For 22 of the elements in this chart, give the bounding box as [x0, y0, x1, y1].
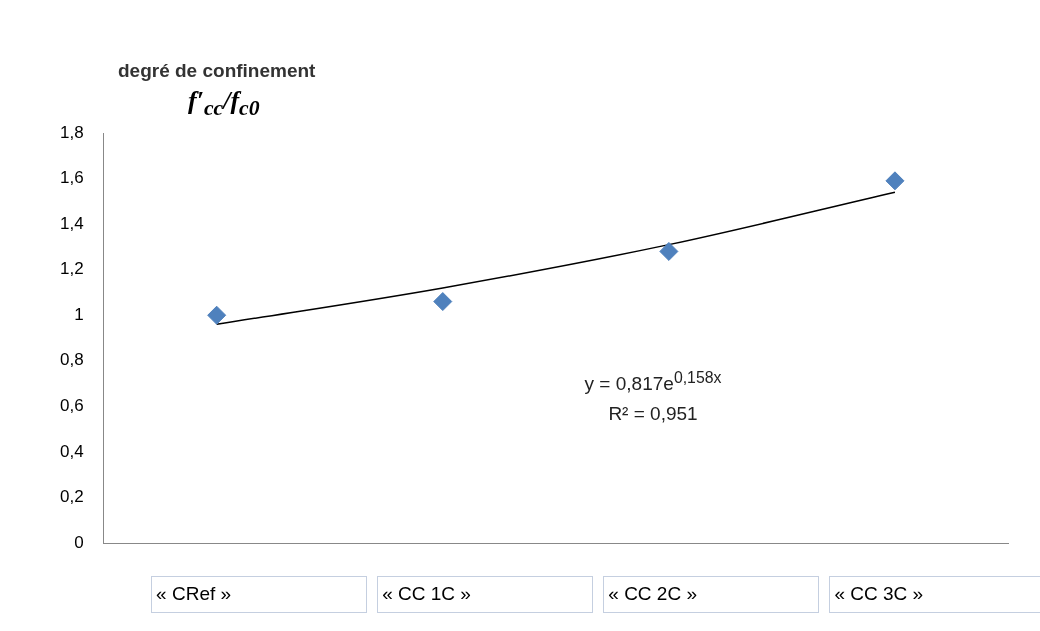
y-tick-label: 1,8 [59, 122, 84, 142]
point [433, 292, 453, 312]
y-tick-label: 0 [74, 532, 84, 552]
point [207, 305, 227, 325]
y-tick-label: 0,2 [59, 487, 84, 507]
y-tick-label: 1,4 [59, 213, 84, 233]
x-tick-label: « CC 3C » [834, 583, 924, 605]
y-tick-label: 0,4 [59, 441, 84, 461]
y-tick-label: 1 [74, 304, 84, 324]
annotation: R² = 0,951 [607, 402, 699, 427]
point [885, 171, 905, 191]
x-tick-label: « CC 1C » [382, 583, 471, 605]
y-axis-title: f′$_{cc}$/f$_{c0}$ [188, 86, 260, 122]
point [659, 241, 679, 261]
y-tick-label: 0,8 [59, 350, 84, 370]
y-tick-label: 1,2 [59, 259, 84, 279]
y-tick-label: 1,6 [59, 168, 84, 188]
x-tick-label: « CC 2C » [608, 583, 697, 605]
y-tick-label: 0,6 [59, 396, 84, 416]
chart-title: degré de confinement [118, 60, 316, 82]
annotation: y = 0,817e$^{0,158x}$ [583, 368, 723, 397]
x-tick-label: « CRef » [156, 583, 232, 605]
